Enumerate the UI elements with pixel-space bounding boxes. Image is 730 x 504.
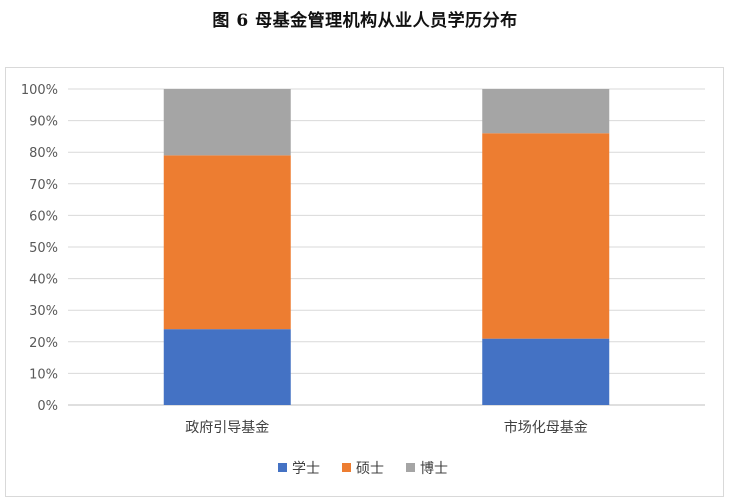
bar-segment	[482, 89, 610, 134]
bar-segment	[482, 338, 610, 405]
bar-segment	[482, 133, 610, 339]
y-tick-label: 50%	[29, 241, 58, 256]
bars	[163, 89, 610, 405]
legend-label: 博士	[420, 460, 448, 477]
legend: 学士 硕士 博士	[278, 460, 448, 477]
y-tick-label: 80%	[29, 146, 58, 161]
legend-label: 硕士	[356, 461, 384, 477]
legend-label: 学士	[292, 461, 320, 477]
bar-segment	[163, 329, 291, 405]
x-axis: 政府引导基金 市场化母基金	[185, 419, 588, 436]
y-tick-label: 70%	[29, 178, 58, 193]
legend-swatch	[342, 463, 351, 472]
y-tick-label: 40%	[29, 273, 58, 288]
y-tick-label: 0%	[37, 399, 58, 414]
y-tick-label: 90%	[29, 115, 58, 130]
chart-title: 图 6 母基金管理机构从业人员学历分布	[212, 11, 518, 31]
y-tick-label: 10%	[29, 367, 58, 382]
y-tick-label: 20%	[29, 336, 58, 351]
y-axis: 0% 10% 20% 30% 40% 50% 60% 70% 80% 90% 100%	[21, 83, 58, 414]
x-category-label: 市场化母基金	[504, 419, 588, 436]
y-tick-label: 100%	[21, 83, 58, 98]
gridlines	[68, 88, 705, 406]
x-category-label: 政府引导基金	[185, 419, 269, 436]
y-tick-label: 60%	[29, 209, 58, 224]
bar-segment	[163, 89, 291, 156]
legend-swatch	[406, 463, 415, 472]
legend-swatch	[278, 463, 287, 472]
y-tick-label: 30%	[29, 304, 58, 319]
bar-segment	[163, 155, 291, 330]
